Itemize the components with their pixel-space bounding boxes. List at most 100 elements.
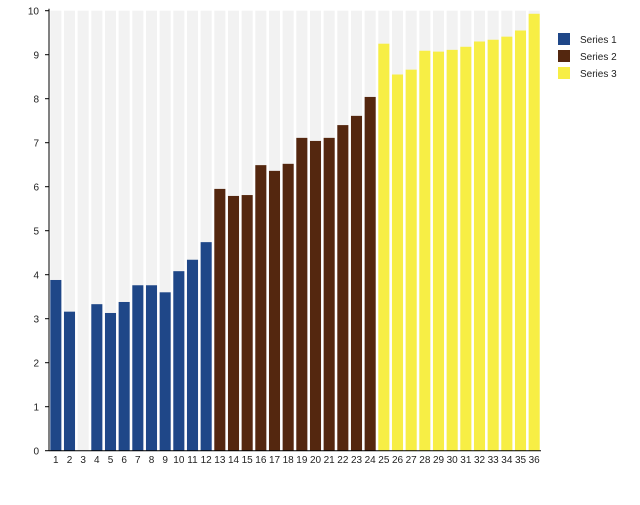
x-tick-label: 5 [108, 455, 114, 466]
bar-series-1 [50, 279, 62, 451]
x-axis: 1 2 3 4 5 6 7 8 9 10 11 12 13 14 15 16 17 18 19 20 21 22 23 24 2… [49, 450, 541, 466]
x-tick-label: 24 [365, 455, 377, 466]
bar-series-3 [432, 51, 445, 451]
x-tick-label: 31 [460, 455, 472, 466]
background-bar [173, 10, 185, 451]
x-tick-label: 17 [269, 455, 281, 466]
y-axis: 0 1 2 3 4 5 6 7 8 9 10 [28, 7, 50, 458]
bar-series-1 [91, 304, 103, 451]
x-tick-label: 26 [392, 455, 404, 466]
x-tick-label: 12 [201, 455, 213, 466]
bar-series-3 [514, 30, 527, 451]
bar-series-3 [460, 46, 472, 451]
y-tick-label: 4 [33, 271, 39, 282]
bar-series-2 [241, 195, 253, 451]
legend-swatch [558, 50, 570, 62]
x-tick-label: 9 [162, 455, 168, 466]
x-tick-label: 2 [67, 455, 73, 466]
x-tick-label: 23 [351, 455, 363, 466]
x-tick-label: 8 [149, 455, 155, 466]
x-tick-label: 27 [406, 455, 418, 466]
legend: Series 1 Series 2 Series 3 [558, 33, 617, 80]
x-tick-label: 10 [173, 455, 185, 466]
bar-series-2 [323, 137, 335, 451]
bar-series-2 [227, 195, 240, 451]
legend-swatch [558, 67, 570, 79]
bar-series-3 [405, 69, 417, 451]
x-tick-label: 25 [378, 455, 390, 466]
bar-series-1 [145, 285, 158, 451]
x-tick-label: 19 [296, 455, 308, 466]
bar-series-2 [309, 140, 322, 451]
legend-label: Series 1 [580, 35, 617, 46]
background-bar [132, 10, 144, 451]
y-tick-label: 9 [33, 51, 39, 62]
background-bar [77, 10, 89, 451]
x-tick-label: 34 [501, 455, 513, 466]
y-tick-label: 8 [33, 95, 39, 106]
x-tick-label: 16 [255, 455, 267, 466]
bar-series-2 [282, 163, 294, 451]
bar-series-2 [214, 188, 226, 451]
background-bar [145, 10, 158, 451]
y-tick-label: 3 [33, 315, 39, 326]
bar-series-2 [337, 125, 349, 451]
x-tick-label: 28 [419, 455, 431, 466]
bar-series-2 [364, 96, 376, 451]
bar-series-2 [350, 115, 363, 451]
bar-series-3 [487, 39, 499, 451]
background-bar [91, 10, 103, 451]
bar-series-3 [419, 50, 431, 451]
bar-series-2 [268, 170, 281, 451]
x-tick-label: 20 [310, 455, 322, 466]
bar-series-1 [173, 271, 185, 451]
x-tick-label: 4 [94, 455, 100, 466]
background-bar [200, 10, 212, 451]
y-tick-label: 1 [33, 403, 39, 414]
legend-label: Series 3 [580, 69, 617, 80]
legend-swatch [558, 33, 570, 45]
x-tick-label: 11 [187, 455, 198, 466]
bar-series-2 [296, 137, 308, 451]
x-tick-label: 7 [135, 455, 141, 466]
x-tick-label: 14 [228, 455, 240, 466]
bar-series-1 [186, 259, 199, 451]
background-bar [63, 10, 76, 451]
y-tick-label: 2 [33, 359, 39, 370]
x-tick-label: 32 [474, 455, 486, 466]
x-tick-label: 3 [80, 455, 86, 466]
bar-series-1 [200, 242, 212, 451]
background-bar [159, 10, 171, 451]
x-tick-label: 1 [53, 455, 59, 466]
y-tick-label: 10 [28, 7, 40, 18]
background-bar [186, 10, 199, 451]
y-tick-label: 6 [33, 183, 39, 194]
legend-label: Series 2 [580, 52, 617, 63]
bar-series-3 [473, 41, 486, 451]
bar-series-1 [118, 301, 130, 451]
background-bar [50, 10, 62, 451]
bar-series-3 [391, 74, 404, 451]
bar-series-3 [528, 13, 540, 451]
x-tick-label: 30 [447, 455, 459, 466]
bar-series-3 [378, 43, 390, 451]
x-tick-label: 13 [214, 455, 226, 466]
y-tick-label: 7 [33, 139, 39, 150]
background-bar [118, 10, 130, 451]
x-tick-label: 35 [515, 455, 527, 466]
bar-series-1 [159, 292, 171, 451]
x-tick-label: 22 [337, 455, 349, 466]
y-tick-label: 5 [33, 227, 39, 238]
y-tick-label: 0 [33, 447, 39, 458]
background-bar [104, 10, 117, 451]
x-tick-label: 36 [529, 455, 541, 466]
x-tick-label: 18 [283, 455, 295, 466]
x-tick-label: 21 [324, 455, 336, 466]
bar-series-2 [255, 165, 267, 451]
bar-series-3 [446, 49, 458, 451]
x-tick-label: 33 [488, 455, 500, 466]
x-tick-label: 6 [121, 455, 127, 466]
x-tick-label: 15 [242, 455, 254, 466]
data-bars [50, 13, 540, 451]
